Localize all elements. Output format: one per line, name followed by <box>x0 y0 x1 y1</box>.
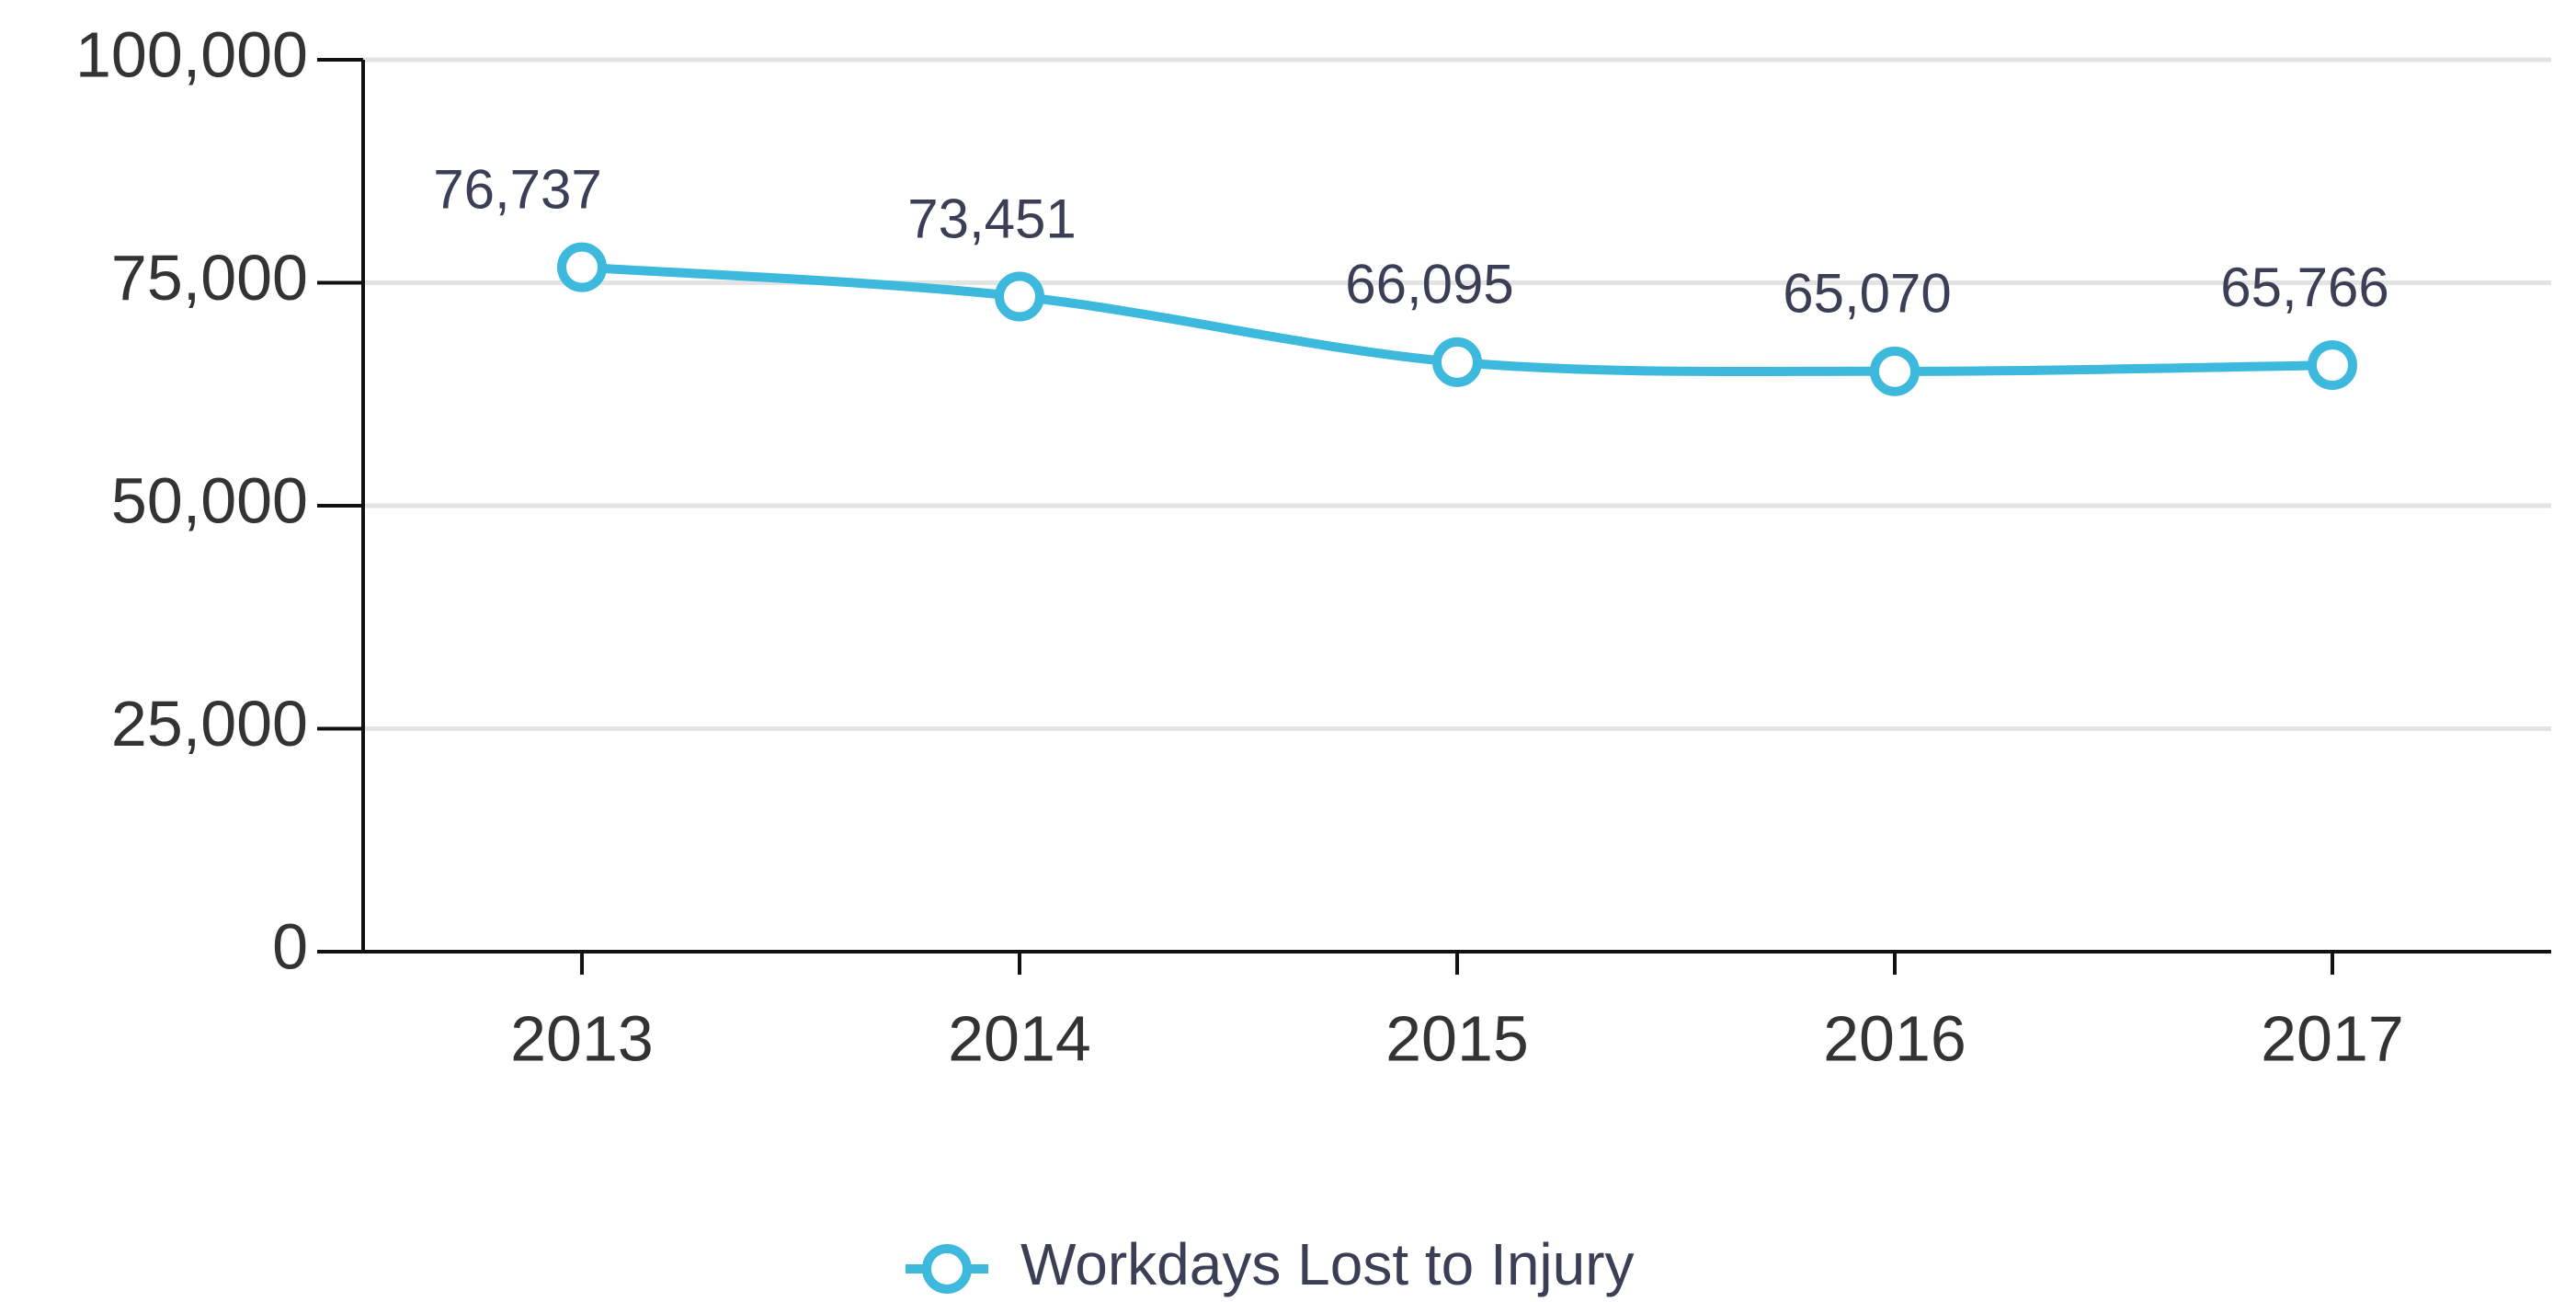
data-point <box>557 242 607 292</box>
data-point <box>1432 337 1482 387</box>
x-tick-label: 2013 <box>510 1002 654 1074</box>
y-tick-label: 50,000 <box>111 464 308 536</box>
y-tick-label: 100,000 <box>75 18 308 90</box>
data-label: 65,766 <box>2220 257 2389 318</box>
data-label: 66,095 <box>1345 254 1514 315</box>
data-point <box>2308 340 2357 391</box>
x-tick-label: 2017 <box>2261 1002 2404 1074</box>
data-label: 76,737 <box>433 158 602 220</box>
data-label: 73,451 <box>907 188 1077 249</box>
legend-marker <box>922 1244 972 1294</box>
data-point <box>995 271 1044 322</box>
x-tick-label: 2016 <box>1823 1002 1966 1074</box>
y-tick-label: 0 <box>272 910 308 982</box>
x-tick-label: 2014 <box>948 1002 1091 1074</box>
x-tick-label: 2015 <box>1385 1002 1529 1074</box>
data-label: 65,070 <box>1783 263 1952 325</box>
y-tick-label: 25,000 <box>111 688 308 760</box>
data-point <box>1870 346 1920 396</box>
legend-label: Workdays Lost to Injury <box>1020 1231 1635 1297</box>
y-tick-label: 75,000 <box>111 242 308 314</box>
